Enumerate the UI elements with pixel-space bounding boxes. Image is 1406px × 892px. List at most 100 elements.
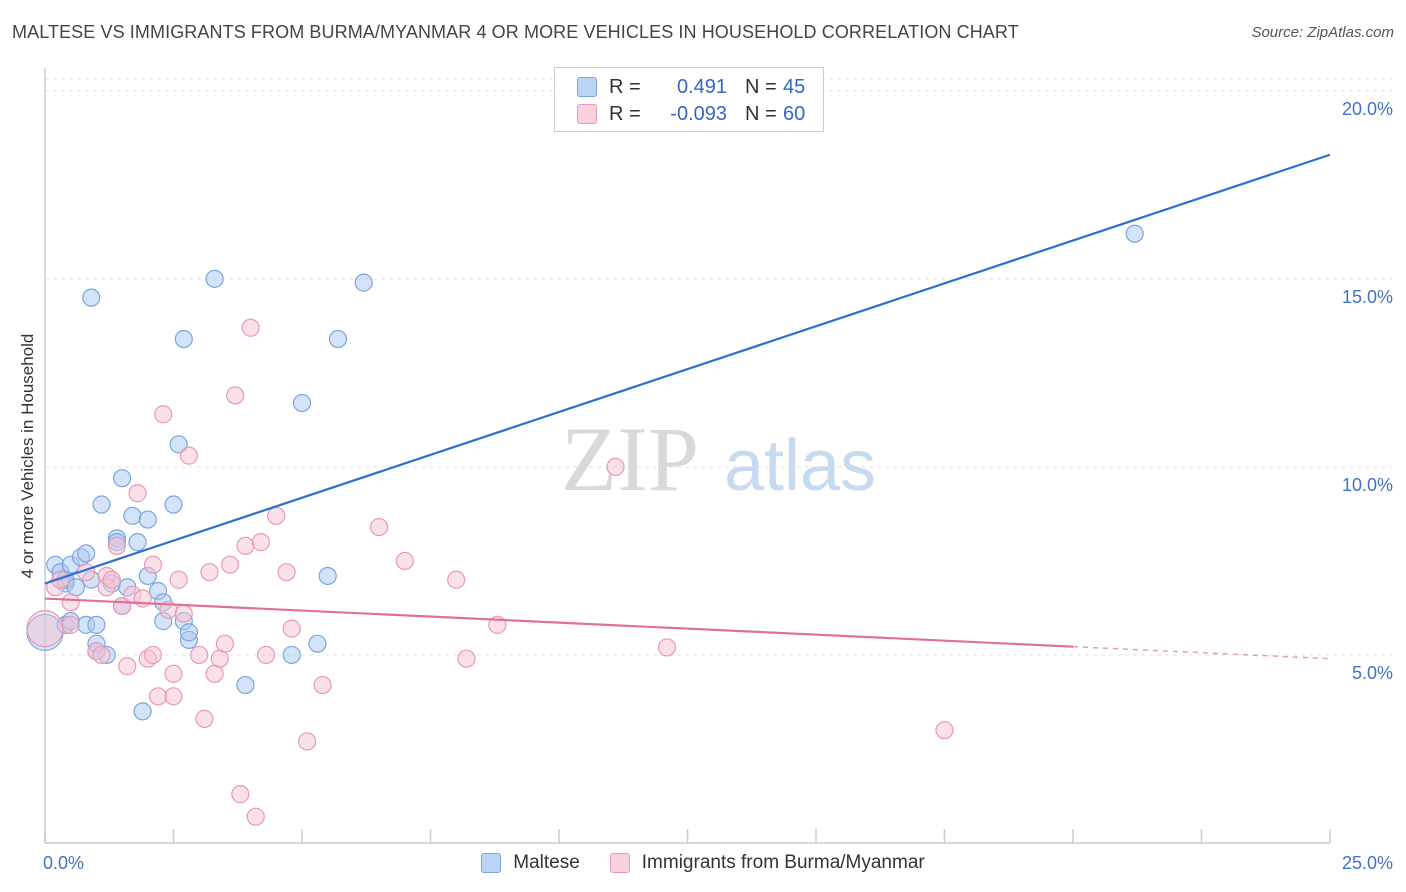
y-tick-label: 5.0%: [1352, 663, 1393, 683]
x-tick-label: 0.0%: [43, 853, 84, 873]
correlation-legend: R = 0.491 N = 45 R = -0.093 N = 60: [554, 67, 824, 132]
maltese-point: [354, 273, 373, 292]
watermark: ZIP atlas: [561, 408, 876, 510]
maltese-point: [328, 329, 348, 349]
x-tick-label: 25.0%: [1342, 853, 1393, 873]
maltese-point: [87, 615, 106, 634]
y-tick-label: 15.0%: [1342, 287, 1393, 307]
burma-point: [118, 657, 137, 676]
series-legend-burma[interactable]: Immigrants from Burma/Myanmar: [609, 852, 925, 874]
maltese-point: [318, 566, 337, 586]
burma-point: [128, 484, 147, 503]
legend-row-burma: R = -0.093 N = 60: [577, 101, 805, 127]
y-tick-label: 20.0%: [1342, 99, 1393, 119]
burma-point: [26, 610, 64, 648]
burma-point: [267, 506, 286, 525]
maltese-point: [164, 495, 183, 514]
burma-point: [107, 536, 127, 555]
burma-point: [102, 570, 121, 589]
maltese-point: [236, 675, 255, 695]
burma-point: [200, 563, 219, 582]
legend-swatch-burma: [577, 104, 597, 124]
burma-trend-line: [44, 597, 1074, 648]
burma-point: [236, 536, 255, 555]
legend-r-label: R =: [609, 75, 641, 98]
legend-n-value-maltese: 45: [783, 75, 806, 98]
series-swatch-burma: [609, 853, 630, 873]
maltese-point: [169, 435, 188, 454]
burma-point: [215, 634, 234, 653]
maltese-point: [308, 634, 327, 653]
burma-point: [174, 604, 193, 623]
burma-point: [657, 638, 677, 657]
trend-lines: [44, 153, 1331, 660]
legend-row-maltese: R = 0.491 N = 45: [577, 74, 805, 100]
legend-n-value-burma: 60: [783, 102, 806, 125]
data-points: [26, 224, 1144, 826]
burma-trend-extension: [1072, 645, 1331, 660]
legend-r-label: R =: [609, 102, 641, 125]
maltese-point: [123, 506, 142, 525]
burma-point: [210, 649, 229, 668]
burma-point: [51, 570, 70, 589]
burma-point: [231, 785, 250, 804]
burma-point: [298, 732, 317, 751]
legend-swatch-maltese: [577, 77, 597, 97]
y-tick-label: 10.0%: [1342, 475, 1393, 495]
maltese-point: [92, 495, 111, 514]
burma-point: [61, 593, 80, 612]
maltese-point: [77, 544, 96, 563]
burma-point: [143, 555, 163, 574]
burma-point: [251, 533, 270, 552]
burma-point: [61, 615, 80, 634]
burma-point: [277, 563, 296, 582]
watermark-atlas: atlas: [724, 426, 876, 506]
maltese-point: [174, 329, 193, 349]
burma-point: [179, 446, 199, 465]
maltese-point: [82, 288, 101, 307]
maltese-point: [112, 469, 132, 488]
burma-point: [246, 807, 265, 826]
burma-point: [154, 405, 173, 424]
burma-point: [195, 709, 214, 728]
series-legend-maltese[interactable]: Maltese: [481, 852, 580, 874]
burma-point: [282, 619, 301, 638]
burma-point: [935, 721, 954, 740]
series-label-maltese: Maltese: [513, 852, 580, 873]
burma-point: [606, 457, 625, 477]
maltese-point: [138, 510, 157, 529]
burma-point: [447, 570, 466, 589]
burma-point: [205, 664, 224, 683]
legend-n-label: N =: [745, 102, 777, 125]
legend-n-label: N =: [745, 75, 777, 98]
maltese-trend-line: [44, 153, 1331, 585]
maltese-point: [66, 578, 85, 597]
source-label: Source: ZipAtlas.com: [1251, 24, 1394, 41]
burma-point: [164, 687, 183, 706]
burma-point: [148, 687, 168, 706]
burma-point: [143, 645, 163, 665]
maltese-point: [179, 623, 199, 642]
burma-point: [370, 517, 389, 537]
maltese-point: [128, 533, 147, 552]
legend-r-value-burma: -0.093: [670, 102, 727, 125]
maltese-point: [282, 645, 301, 665]
burma-point: [226, 386, 245, 405]
burma-point: [220, 555, 240, 574]
burma-point: [395, 551, 414, 571]
legend-r-value-maltese: 0.491: [676, 75, 727, 98]
burma-point: [256, 645, 276, 665]
burma-point: [164, 664, 183, 683]
series-label-burma: Immigrants from Burma/Myanmar: [641, 852, 925, 873]
maltese-point: [1125, 224, 1144, 243]
burma-point: [313, 675, 332, 695]
burma-point: [169, 570, 188, 589]
gridlines: [45, 78, 1392, 656]
maltese-point: [133, 702, 152, 721]
burma-point: [190, 645, 209, 665]
tick-labels: 5.0% 10.0% 15.0% 20.0% 0.0% 25.0%: [43, 99, 1393, 873]
maltese-point: [292, 393, 312, 413]
watermark-zip: ZIP: [561, 408, 699, 510]
burma-point: [92, 645, 111, 665]
